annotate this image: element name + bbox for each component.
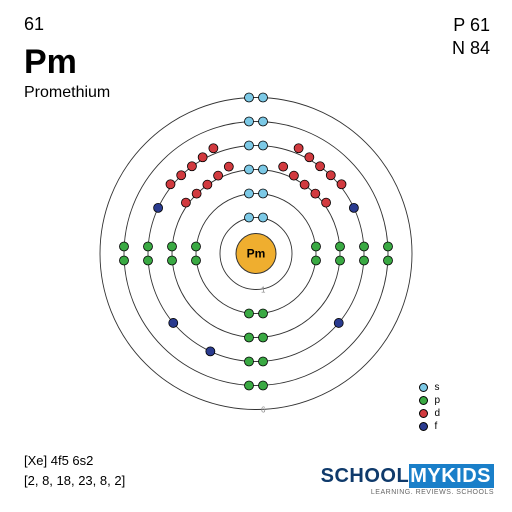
brand-logo: SCHOOLMYKIDS LEARNING. REVIEWS. SCHOOLS — [321, 465, 494, 496]
legend-dot-icon — [419, 409, 428, 418]
config-shells: [2, 8, 18, 23, 8, 2] — [24, 471, 125, 491]
svg-text:1: 1 — [261, 286, 266, 295]
legend-row-f: f — [419, 421, 440, 432]
brand-name: SCHOOLMYKIDS — [321, 465, 494, 488]
proton-count: P 61 — [452, 14, 490, 37]
legend-dot-icon — [419, 422, 428, 431]
svg-text:6: 6 — [261, 406, 266, 415]
legend-label: d — [434, 408, 440, 419]
legend-row-p: p — [419, 395, 440, 406]
orbital-legend: spdf — [419, 382, 440, 434]
legend-dot-icon — [419, 383, 428, 392]
legend-dot-icon — [419, 396, 428, 405]
atomic-number: 61 — [24, 14, 110, 35]
svg-text:Pm: Pm — [247, 247, 266, 261]
bohr-svg: 123456Pm — [76, 74, 436, 434]
legend-label: p — [434, 395, 440, 406]
legend-row-d: d — [419, 408, 440, 419]
neutron-count: N 84 — [452, 37, 490, 60]
electron-config: [Xe] 4f5 6s2 [2, 8, 18, 23, 8, 2] — [24, 451, 125, 490]
legend-label: s — [434, 382, 439, 393]
brand-tagline: LEARNING. REVIEWS. SCHOOLS — [321, 489, 494, 496]
nucleon-counts: P 61 N 84 — [452, 14, 490, 61]
config-short: [Xe] 4f5 6s2 — [24, 451, 125, 471]
bohr-diagram: 123456Pm — [76, 74, 436, 439]
legend-label: f — [434, 421, 437, 432]
legend-row-s: s — [419, 382, 440, 393]
